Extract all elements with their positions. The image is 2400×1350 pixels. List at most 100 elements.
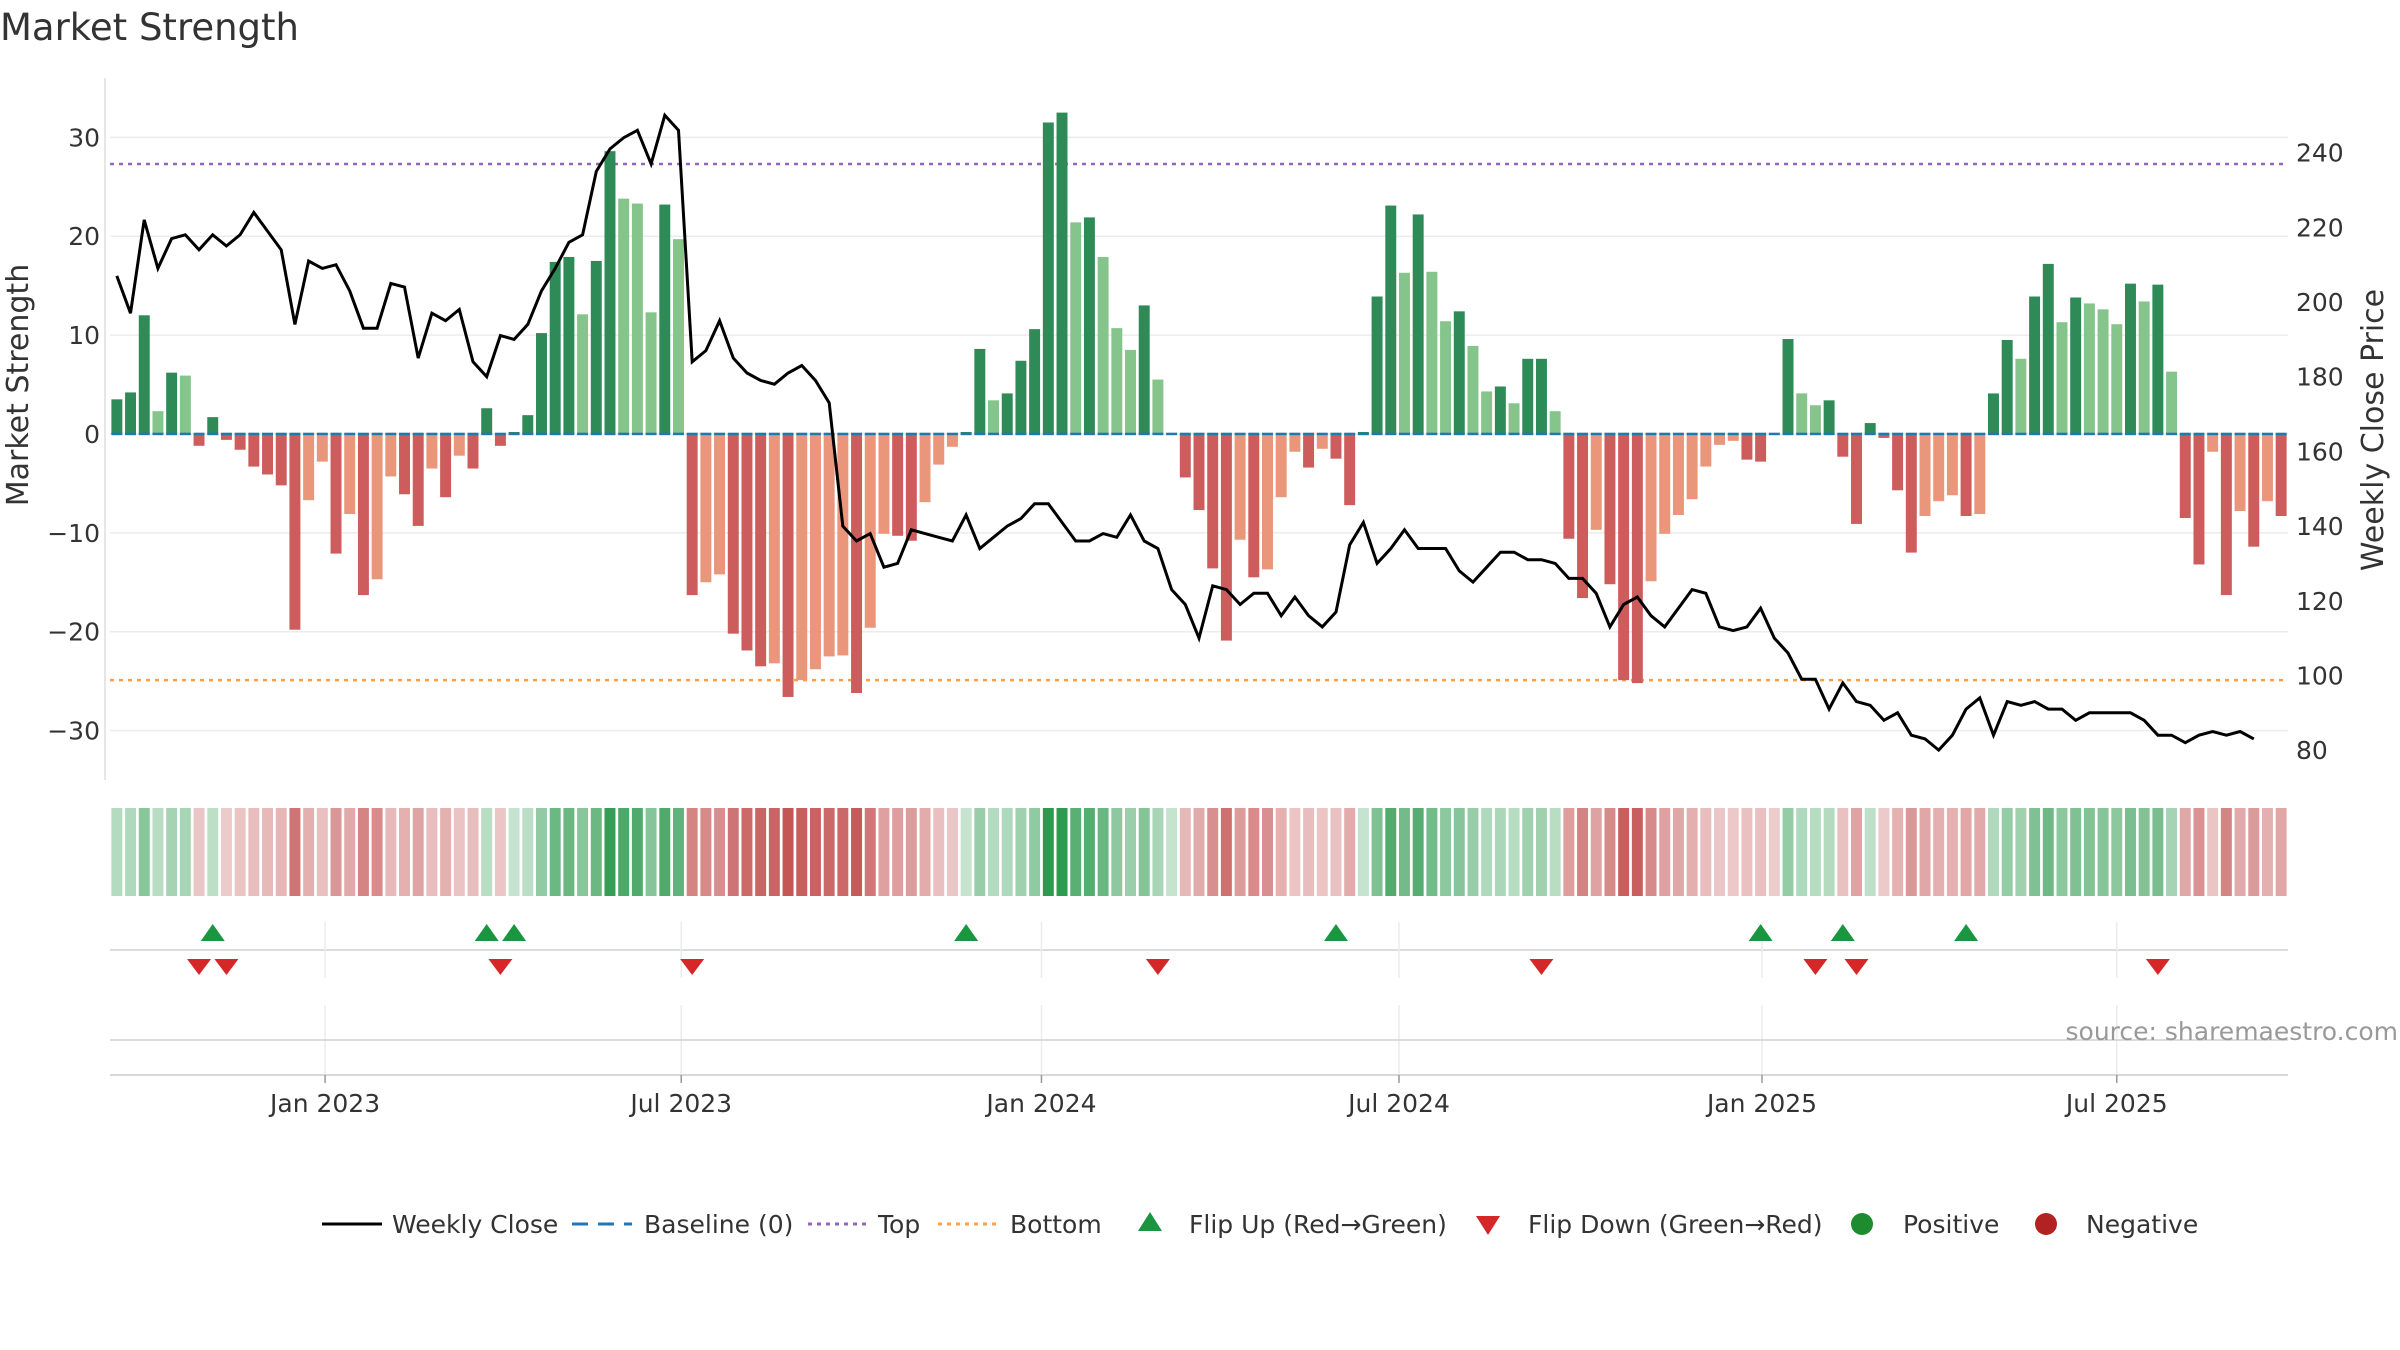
heat-cell [837, 808, 849, 896]
strength-bar [1686, 433, 1698, 500]
heat-cell [1631, 808, 1643, 896]
x-tick-label: Jul 2023 [628, 1089, 732, 1118]
strength-bar [481, 408, 493, 434]
strength-bar [1262, 433, 1273, 570]
heat-cell [207, 808, 219, 896]
x-tick-label: Jan 2023 [268, 1089, 380, 1118]
flip-up-marker [1954, 924, 1979, 941]
heat-cell [618, 808, 630, 896]
strength-bar [974, 348, 986, 434]
strength-bar [1878, 433, 1890, 438]
heat-cell [2124, 808, 2136, 896]
strength-bar [741, 433, 753, 651]
strength-bar [2207, 433, 2219, 452]
strength-bar [768, 433, 780, 664]
strength-bar [1741, 433, 1753, 460]
strength-bar [1453, 311, 1465, 434]
strength-bar [1083, 217, 1095, 434]
legend-label: Positive [1903, 1210, 1999, 1239]
left-axis: −30 −20 −10 0 10 20 30 [47, 78, 106, 780]
heat-cell [1426, 808, 1438, 896]
heat-cell [289, 808, 301, 896]
heat-cell [892, 808, 904, 896]
legend-swatch [2035, 1213, 2057, 1235]
heat-cell [2166, 808, 2178, 896]
strength-bar [2152, 284, 2164, 434]
heat-cell [1344, 808, 1356, 896]
chart-title: Market Strength [0, 6, 299, 49]
strength-bar [1111, 328, 1123, 434]
heat-cell [1125, 808, 1136, 896]
y2-tick-label: 180 [2296, 363, 2344, 392]
heat-cell [1275, 808, 1287, 896]
y-tick-label: 30 [68, 123, 100, 152]
heat-cell [1672, 808, 1684, 896]
x-tick-label: Jul 2025 [2064, 1089, 2168, 1118]
heat-cell [1618, 808, 1630, 896]
heat-cell [2001, 808, 2013, 896]
flip-up-marker [474, 924, 499, 941]
strength-bar [1946, 433, 1958, 496]
heat-cell [714, 808, 726, 896]
heat-cell [933, 808, 945, 896]
y-tick-label: −20 [47, 618, 100, 647]
heat-cell [1029, 808, 1041, 896]
heat-cell [741, 808, 753, 896]
strength-bar [453, 433, 465, 456]
strength-bar [892, 433, 904, 536]
heat-cell [1988, 808, 1999, 896]
heat-cell [1714, 808, 1726, 896]
strength-bar [1645, 433, 1657, 582]
strength-bar [796, 433, 808, 681]
heat-cell [823, 808, 835, 896]
strength-bar [933, 433, 945, 465]
legend-label: Negative [2086, 1210, 2198, 1239]
strength-bar [1138, 305, 1150, 434]
strength-bar [549, 261, 561, 434]
strength-bar [727, 433, 739, 634]
flip-down-marker [680, 959, 705, 975]
strength-bar [2056, 322, 2068, 434]
heat-cell [2275, 808, 2287, 896]
heat-cell [686, 808, 698, 896]
strength-bar [837, 433, 849, 656]
strength-bar [1440, 321, 1452, 434]
strength-bar [111, 399, 123, 434]
strength-bar [2234, 433, 2246, 512]
reference-lines [110, 162, 2288, 682]
weekly-close-line [115, 112, 2255, 753]
legend: Weekly Close Baseline (0) Top Bottom Flip Up… [322, 1210, 2198, 1239]
strength-bar [2042, 263, 2054, 434]
strength-bar [125, 392, 137, 434]
heat-cell [1823, 808, 1835, 896]
heat-cell [2261, 808, 2273, 896]
strength-bar [1727, 433, 1739, 441]
y-tick-label: −30 [47, 717, 100, 746]
heat-cell [2042, 808, 2054, 896]
heat-cell [1001, 808, 1013, 896]
heat-cell [508, 808, 520, 896]
legend-swatch [1851, 1213, 1873, 1235]
strength-bar [946, 433, 958, 447]
heat-cell [577, 808, 589, 896]
heat-cell [1741, 808, 1753, 896]
strength-bar [1152, 379, 1164, 434]
heat-cell [1549, 808, 1561, 896]
strength-bar [1275, 433, 1287, 498]
strength-bar [1933, 433, 1945, 502]
heat-cell [549, 808, 561, 896]
legend-label: Flip Down (Green→Red) [1528, 1210, 1823, 1239]
strength-bar [1700, 433, 1712, 467]
heat-cell [700, 808, 712, 896]
strength-bar [1590, 433, 1602, 530]
strength-bar [1426, 271, 1438, 434]
strength-bar [1919, 433, 1931, 517]
heat-cell [1453, 808, 1465, 896]
heat-cell [2083, 808, 2095, 896]
heat-cell [357, 808, 369, 896]
y-axis-label: Market Strength [1, 264, 36, 506]
strength-bar [1220, 433, 1232, 641]
heat-cell [330, 808, 342, 896]
strength-bar [344, 433, 356, 515]
strength-heat-strip [111, 808, 2287, 896]
